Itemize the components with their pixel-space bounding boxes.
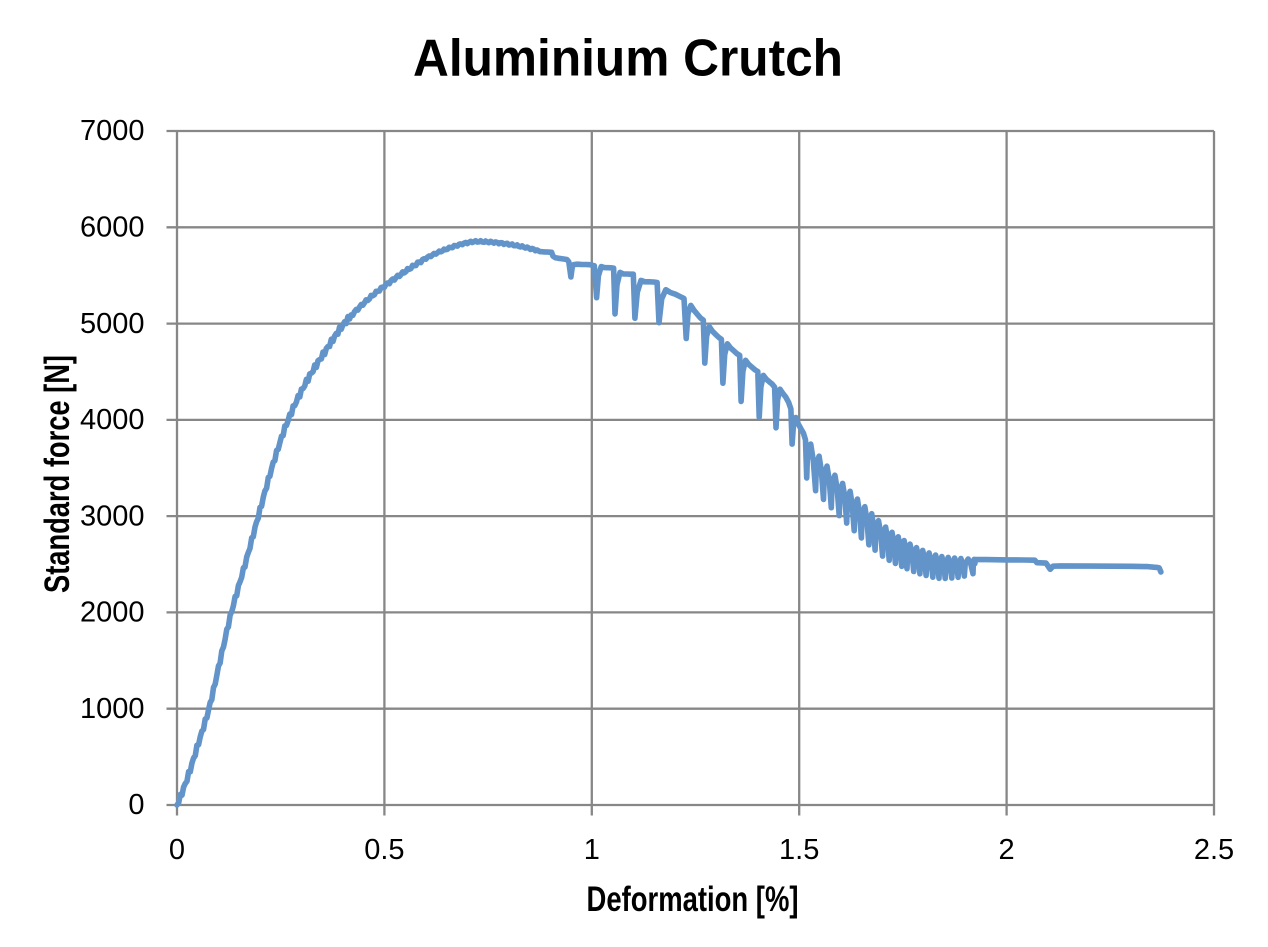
svg-text:1: 1 — [584, 834, 600, 866]
svg-text:Deformation [%]: Deformation [%] — [587, 880, 799, 919]
svg-text:0: 0 — [128, 789, 144, 821]
svg-text:6000: 6000 — [80, 212, 145, 244]
svg-text:0.5: 0.5 — [364, 834, 404, 866]
svg-text:4000: 4000 — [80, 404, 145, 436]
svg-text:1000: 1000 — [80, 693, 145, 725]
svg-text:Aluminium Crutch: Aluminium Crutch — [413, 30, 843, 88]
svg-text:1.5: 1.5 — [779, 834, 819, 866]
svg-text:3000: 3000 — [80, 500, 145, 532]
svg-text:7000: 7000 — [80, 115, 145, 147]
svg-text:Standard force [N]: Standard force [N] — [38, 355, 77, 593]
svg-text:2.5: 2.5 — [1194, 834, 1234, 866]
svg-text:2: 2 — [999, 834, 1015, 866]
svg-text:5000: 5000 — [80, 308, 145, 340]
svg-text:0: 0 — [169, 834, 185, 866]
svg-text:2000: 2000 — [80, 597, 145, 629]
